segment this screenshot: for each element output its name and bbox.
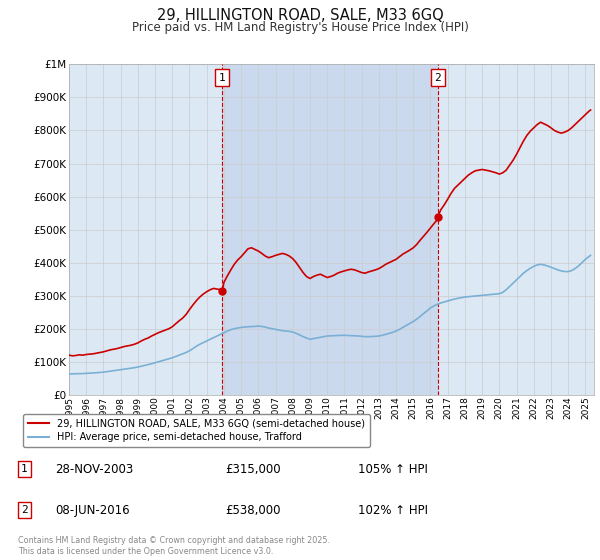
Text: 29, HILLINGTON ROAD, SALE, M33 6GQ: 29, HILLINGTON ROAD, SALE, M33 6GQ [157, 8, 443, 24]
Bar [222, 64, 438, 395]
Text: 1: 1 [219, 73, 226, 83]
Text: £538,000: £538,000 [225, 503, 281, 516]
Text: Contains HM Land Registry data © Crown copyright and database right 2025.
This d: Contains HM Land Registry data © Crown c… [18, 536, 330, 556]
Text: 28-NOV-2003: 28-NOV-2003 [55, 463, 133, 476]
Text: Price paid vs. HM Land Registry's House Price Index (HPI): Price paid vs. HM Land Registry's House … [131, 21, 469, 34]
Text: 102% ↑ HPI: 102% ↑ HPI [358, 503, 428, 516]
Text: 2: 2 [20, 505, 28, 515]
Text: 1: 1 [20, 464, 28, 474]
Legend: 29, HILLINGTON ROAD, SALE, M33 6GQ (semi-detached house), HPI: Average price, se: 29, HILLINGTON ROAD, SALE, M33 6GQ (semi… [23, 414, 370, 447]
Text: £315,000: £315,000 [225, 463, 281, 476]
Text: 2: 2 [434, 73, 441, 83]
Text: 105% ↑ HPI: 105% ↑ HPI [358, 463, 427, 476]
Text: 08-JUN-2016: 08-JUN-2016 [55, 503, 130, 516]
